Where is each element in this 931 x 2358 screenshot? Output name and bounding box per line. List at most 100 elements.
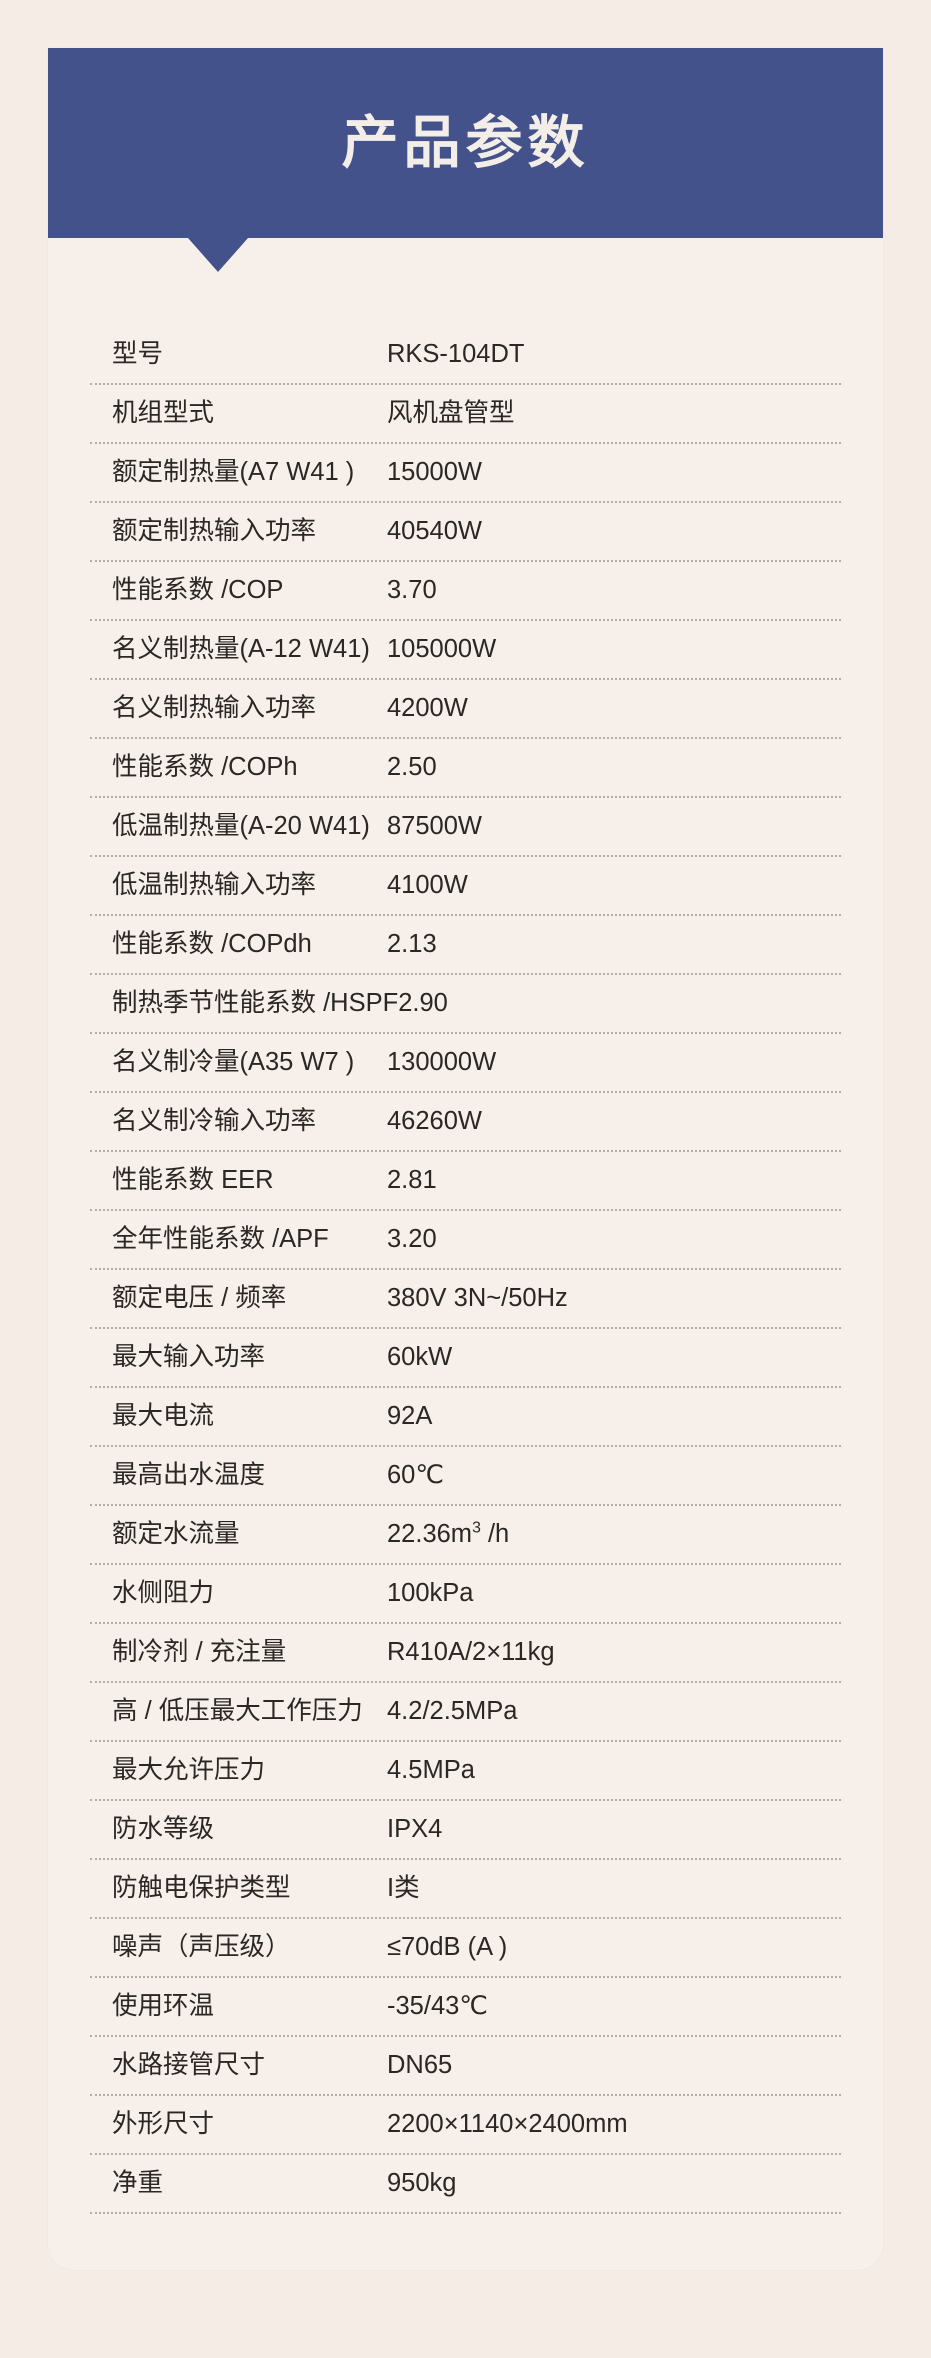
spec-value: 46260W (387, 1107, 482, 1136)
spec-value: ≤70dB (A ) (387, 1933, 508, 1962)
spec-value: 4100W (387, 871, 468, 900)
table-row: 低温制热量(A-20 W41) 87500W (90, 798, 841, 857)
spec-label: 名义制冷量(A35 W7 ) (112, 1048, 355, 1077)
spec-label: 制热季节性能系数 /HSPF (112, 989, 399, 1018)
table-row: 水侧阻力 100kPa (90, 1565, 841, 1624)
spec-label: 全年性能系数 /APF (112, 1225, 329, 1254)
table-row: 制热季节性能系数 /HSPF 2.90 (90, 975, 841, 1034)
spec-label: 额定电压 / 频率 (112, 1284, 287, 1313)
spec-label: 额定制热输入功率 (112, 517, 317, 546)
table-row: 名义制热输入功率 4200W (90, 680, 841, 739)
spec-value: 60℃ (387, 1461, 445, 1490)
spec-value: 130000W (387, 1048, 497, 1077)
product-spec-card: 产品参数 型号 RKS-104DT 机组型式 风机盘管型额定制热量(A7 W41 ) 1… (48, 48, 883, 2270)
spec-label: 名义制热量(A-12 W41) (112, 635, 370, 664)
table-row: 额定制热量(A7 W41 ) 15000W (90, 444, 841, 503)
table-row: 最大允许压力 4.5MPa (90, 1742, 841, 1801)
table-row: 高 / 低压最大工作压力 4.2/2.5MPa (90, 1683, 841, 1742)
spec-value: 2200×1140×2400mm (387, 2110, 628, 2139)
spec-label: 水路接管尺寸 (112, 2051, 266, 2080)
spec-value: R410A/2×11kg (387, 1638, 555, 1667)
spec-value: 3.20 (387, 1225, 437, 1254)
card-header-band: 产品参数 (48, 48, 883, 238)
spec-label: 制冷剂 / 充注量 (112, 1638, 287, 1667)
table-row: 净重 950kg (90, 2155, 841, 2214)
spec-label: 性能系数 /COPh (112, 753, 298, 782)
table-row: 最大输入功率 60kW (90, 1329, 841, 1388)
spec-value: 60kW (387, 1343, 453, 1372)
spec-label: 防触电保护类型 (112, 1874, 291, 1903)
table-row: 型号 RKS-104DT (90, 326, 841, 385)
table-row: 制冷剂 / 充注量 R410A/2×11kg (90, 1624, 841, 1683)
table-row: 水路接管尺寸 DN65 (90, 2037, 841, 2096)
spec-value: 15000W (387, 458, 482, 487)
spec-label: 最大允许压力 (112, 1756, 266, 1785)
spec-label: 防水等级 (112, 1815, 215, 1844)
table-row: 名义制热量(A-12 W41) 105000W (90, 621, 841, 680)
page-title: 产品参数 (341, 110, 590, 175)
spec-value: 105000W (387, 635, 497, 664)
table-row: 性能系数 /COPh 2.50 (90, 739, 841, 798)
spec-label: 噪声（声压级） (112, 1933, 291, 1962)
spec-value: 2.90 (398, 989, 448, 1018)
table-row: 名义制冷输入功率 46260W (90, 1093, 841, 1152)
spec-value: 2.81 (387, 1166, 437, 1195)
spec-value: DN65 (387, 2051, 453, 2080)
table-row: 外形尺寸 2200×1140×2400mm (90, 2096, 841, 2155)
spec-label: 名义制热输入功率 (112, 694, 317, 723)
spec-value: 2.13 (387, 930, 437, 959)
spec-value: 4.5MPa (387, 1756, 475, 1785)
spec-label: 净重 (112, 2169, 164, 2198)
spec-label: 最高出水温度 (112, 1461, 266, 1490)
spec-value: 22.36m3 /h (387, 1519, 510, 1549)
spec-label: 型号 (112, 340, 164, 369)
spec-value: IPX4 (387, 1815, 443, 1844)
spec-value: 4.2/2.5MPa (387, 1697, 518, 1726)
spec-value: 4200W (387, 694, 468, 723)
table-row: 全年性能系数 /APF 3.20 (90, 1211, 841, 1270)
spec-label: 使用环温 (112, 1992, 215, 2021)
table-row: 性能系数 EER 2.81 (90, 1152, 841, 1211)
spec-value: 380V 3N~/50Hz (387, 1284, 568, 1313)
spec-value: 风机盘管型 (387, 399, 515, 428)
spec-value: RKS-104DT (387, 340, 525, 369)
spec-label: 性能系数 EER (112, 1166, 274, 1195)
table-row: 最高出水温度 60℃ (90, 1447, 841, 1506)
spec-label: 机组型式 (112, 399, 215, 428)
spec-value: 100kPa (387, 1579, 474, 1608)
header-pointer-triangle-icon (188, 238, 248, 272)
spec-value: I类 (387, 1874, 420, 1903)
spec-label: 水侧阻力 (112, 1579, 215, 1608)
table-row: 额定制热输入功率 40540W (90, 503, 841, 562)
spec-label: 名义制冷输入功率 (112, 1107, 317, 1136)
table-row: 最大电流 92A (90, 1388, 841, 1447)
spec-value: 3.70 (387, 576, 437, 605)
spec-value: 92A (387, 1402, 433, 1431)
table-row: 额定电压 / 频率 380V 3N~/50Hz (90, 1270, 841, 1329)
table-row: 使用环温 -35/43℃ (90, 1978, 841, 2037)
spec-value: 2.50 (387, 753, 437, 782)
spec-label: 性能系数 /COPdh (112, 930, 312, 959)
spec-label: 额定制热量(A7 W41 ) (112, 458, 355, 487)
spec-value: 87500W (387, 812, 482, 841)
table-row: 机组型式 风机盘管型 (90, 385, 841, 444)
spec-label: 低温制热输入功率 (112, 871, 317, 900)
spec-label: 最大输入功率 (112, 1343, 266, 1372)
spec-value: -35/43℃ (387, 1992, 488, 2021)
table-row: 防触电保护类型 I类 (90, 1860, 841, 1919)
spec-table: 型号 RKS-104DT 机组型式 风机盘管型额定制热量(A7 W41 ) 15000W… (48, 238, 883, 2260)
spec-label: 最大电流 (112, 1402, 215, 1431)
table-row: 额定水流量 22.36m3 /h (90, 1506, 841, 1565)
spec-label: 额定水流量 (112, 1520, 240, 1549)
spec-label: 低温制热量(A-20 W41) (112, 812, 370, 841)
spec-value: 40540W (387, 517, 482, 546)
spec-label: 高 / 低压最大工作压力 (112, 1697, 363, 1726)
table-row: 防水等级 IPX4 (90, 1801, 841, 1860)
table-row: 噪声（声压级） ≤70dB (A ) (90, 1919, 841, 1978)
table-row: 低温制热输入功率 4100W (90, 857, 841, 916)
spec-label: 性能系数 /COP (112, 576, 284, 605)
table-row: 性能系数 /COPdh 2.13 (90, 916, 841, 975)
table-row: 名义制冷量(A35 W7 ) 130000W (90, 1034, 841, 1093)
table-row: 性能系数 /COP 3.70 (90, 562, 841, 621)
